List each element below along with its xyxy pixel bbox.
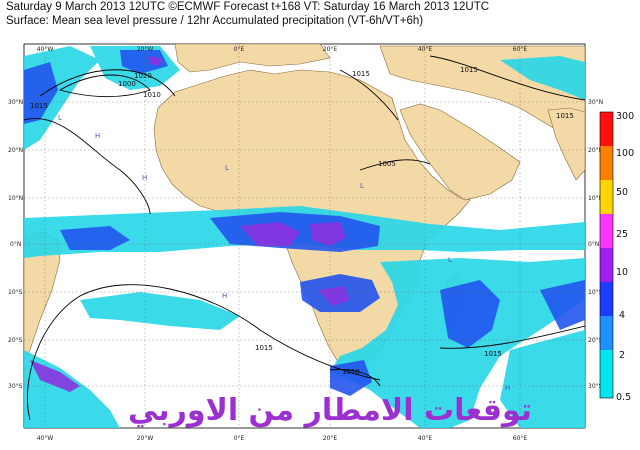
graticule: [24, 44, 585, 428]
contour-labels: 1015 1020 1010 1015 1005 1000 1015 1015 …: [30, 66, 574, 376]
legend-label: 10: [616, 267, 628, 278]
contour-label: 1015: [352, 70, 370, 78]
contour-label: 1015: [255, 344, 273, 352]
map-title: Saturday 9 March 2013 12UTC ©ECMWF Forec…: [6, 1, 490, 13]
lat-label: 10°N: [588, 195, 603, 202]
europe-landmass: [174, 44, 331, 73]
lon-label: 40°E: [418, 435, 433, 442]
lat-label: 30°N: [8, 99, 23, 106]
precip-medium-layer: [24, 50, 585, 396]
lat-label: 0°N: [10, 241, 21, 248]
lon-label: 20°W: [137, 435, 154, 442]
lat-label: 20°N: [8, 147, 23, 154]
pressure-center-label: H: [505, 384, 510, 392]
legend-swatch: [600, 282, 613, 316]
legend-label: 300: [616, 111, 634, 122]
legend-label: 50: [616, 187, 628, 198]
precip-legend: 300 100 50 25 10 4 2 0.5: [599, 111, 634, 403]
contour-label: 1015: [556, 112, 574, 120]
pressure-center-label: L: [360, 182, 364, 190]
contour-label: 1015: [30, 102, 48, 110]
india-landmass: [547, 107, 585, 181]
lon-label: 0°E: [234, 435, 245, 442]
pressure-centers: L H H L L H H L: [58, 114, 510, 392]
legend-label: 4: [619, 310, 625, 321]
map-subtitle: Surface: Mean sea level pressure / 12hr …: [6, 15, 424, 27]
legend-swatch: [600, 214, 613, 248]
contour-label: 1005: [378, 160, 396, 168]
lat-label: 0°N: [588, 241, 599, 248]
contour-label: 1010: [342, 368, 360, 376]
pressure-center-label: H: [142, 174, 147, 182]
lon-label: 0°E: [234, 46, 245, 53]
lat-label: 10°S: [8, 289, 23, 296]
lon-labels-top: 40°W 20°W 0°E 20°E 40°E 60°E: [37, 46, 528, 53]
contour-label: 1015: [484, 350, 502, 358]
contour-label: 1010: [143, 91, 161, 99]
lat-label: 30°S: [8, 383, 23, 390]
contour-label: 1015: [460, 66, 478, 74]
precip-heavy-layer: [30, 56, 350, 392]
legend-swatch: [600, 248, 613, 282]
legend-label: 100: [616, 148, 634, 159]
pressure-center-label: H: [95, 132, 100, 140]
lat-label: 20°S: [8, 337, 23, 344]
pressure-center-label: L: [225, 164, 229, 172]
pressure-center-label: L: [448, 256, 452, 264]
lon-label: 20°E: [323, 46, 338, 53]
contour-label: 1000: [118, 80, 136, 88]
pressure-center-label: H: [222, 292, 227, 300]
pressure-center-label: L: [58, 114, 62, 122]
arabia-landmass: [399, 103, 521, 201]
legend-swatch: [600, 146, 613, 180]
lat-label: 20°N: [588, 147, 603, 154]
legend-label: 2: [619, 350, 625, 361]
watermark-text: توقعات الامطار من الاوربي: [128, 393, 532, 428]
lat-label: 30°N: [588, 99, 603, 106]
legend-swatch: [600, 350, 613, 398]
legend-label: 0.5: [616, 392, 631, 403]
lat-labels-left: 30°N 20°N 10°N 0°N 10°S 20°S 30°S: [8, 99, 23, 390]
lon-label: 40°E: [418, 46, 433, 53]
lon-label: 60°E: [513, 46, 528, 53]
lon-label: 20°W: [137, 46, 154, 53]
lon-label: 20°E: [323, 435, 338, 442]
lon-label: 40°W: [37, 46, 54, 53]
lat-label: 10°S: [588, 289, 603, 296]
legend-label: 25: [616, 229, 628, 240]
legend-swatch: [600, 112, 613, 146]
lat-label: 20°S: [588, 337, 603, 344]
contour-label: 1020: [134, 72, 152, 80]
legend-swatch: [600, 316, 613, 350]
lat-labels-right: 30°N 20°N 10°N 0°N 10°S 20°S 30°S: [588, 99, 603, 390]
lon-label: 40°W: [37, 435, 54, 442]
lat-label: 10°N: [8, 195, 23, 202]
legend-swatch: [600, 180, 613, 214]
lon-label: 60°E: [513, 435, 528, 442]
lon-labels-bottom: 40°W 20°W 0°E 20°E 40°E 60°E: [37, 435, 528, 442]
lat-label: 30°S: [588, 383, 603, 390]
isobar-layer: [24, 55, 585, 421]
